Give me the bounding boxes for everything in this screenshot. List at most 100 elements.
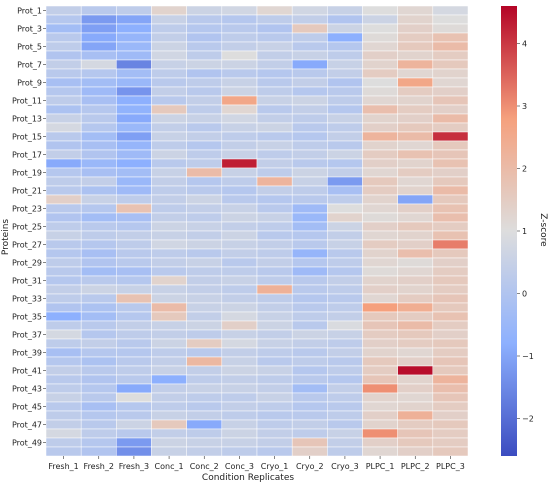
heatmap-cell bbox=[327, 446, 363, 457]
heatmap-cell bbox=[291, 329, 328, 340]
heatmap-cell bbox=[291, 338, 328, 349]
heatmap-cell bbox=[45, 392, 82, 403]
heatmap-cell bbox=[432, 446, 469, 457]
heatmap-cell bbox=[116, 248, 152, 259]
heatmap-cell bbox=[45, 194, 82, 205]
column-tick-label: Cryo_3 bbox=[331, 462, 359, 471]
heatmap-cell bbox=[291, 365, 328, 376]
heatmap-cell bbox=[45, 131, 82, 142]
heatmap-cell bbox=[80, 167, 117, 178]
column-tick-label: Conc_3 bbox=[225, 462, 254, 471]
heatmap-cell bbox=[327, 329, 363, 340]
heatmap-cell bbox=[256, 356, 293, 367]
heatmap-cell bbox=[151, 5, 187, 16]
heatmap-cell bbox=[397, 59, 434, 70]
heatmap-cell bbox=[116, 122, 152, 133]
heatmap-cell bbox=[327, 437, 363, 448]
heatmap-cell bbox=[151, 266, 187, 277]
heatmap-cell bbox=[151, 374, 187, 385]
heatmap-cell bbox=[45, 95, 82, 106]
heatmap-cell bbox=[80, 50, 117, 61]
heatmap-cell bbox=[116, 113, 152, 124]
heatmap-cell bbox=[256, 50, 293, 61]
heatmap-cell bbox=[432, 212, 469, 223]
heatmap-cell bbox=[362, 167, 398, 178]
heatmap-cell bbox=[186, 347, 223, 358]
column-tick-label: Fresh_1 bbox=[48, 462, 78, 471]
heatmap-cell bbox=[256, 158, 293, 169]
heatmap-cell bbox=[327, 59, 363, 70]
heatmap-cell bbox=[151, 401, 187, 412]
heatmap-cell bbox=[45, 5, 82, 16]
heatmap-cell bbox=[186, 176, 223, 187]
heatmap-cell bbox=[151, 149, 187, 160]
heatmap-cell bbox=[432, 293, 469, 304]
heatmap-cell bbox=[45, 311, 82, 322]
heatmap-cell bbox=[45, 41, 82, 52]
heatmap-cell bbox=[80, 329, 117, 340]
colorbar-tick-label: 2 bbox=[522, 165, 527, 174]
heatmap-cell bbox=[45, 140, 82, 151]
heatmap-cell bbox=[116, 284, 152, 295]
heatmap-cell bbox=[291, 437, 328, 448]
heatmap-cell bbox=[116, 302, 152, 313]
colorbar-label: Z-score bbox=[538, 213, 548, 247]
heatmap-cell bbox=[45, 347, 82, 358]
heatmap-cell bbox=[362, 230, 398, 241]
heatmap-cell bbox=[256, 32, 293, 43]
heatmap-cell bbox=[116, 185, 152, 196]
heatmap-cell bbox=[151, 23, 187, 34]
heatmap-cell bbox=[291, 59, 328, 70]
heatmap-cell bbox=[116, 446, 152, 457]
heatmap-cell bbox=[432, 410, 469, 421]
heatmap-cell bbox=[116, 419, 152, 430]
row-tick-label: Prot_19 bbox=[12, 169, 42, 178]
heatmap-cell bbox=[397, 158, 434, 169]
heatmap-cell bbox=[397, 149, 434, 160]
heatmap-cell bbox=[80, 158, 117, 169]
heatmap-cell bbox=[256, 194, 293, 205]
heatmap-cell bbox=[151, 230, 187, 241]
heatmap-cell bbox=[116, 149, 152, 160]
row-tick-label: Prot_23 bbox=[12, 205, 42, 214]
heatmap-cell bbox=[291, 410, 328, 421]
heatmap-cell bbox=[45, 59, 82, 70]
heatmap-cell bbox=[256, 293, 293, 304]
heatmap-cell bbox=[186, 104, 223, 115]
heatmap-cell bbox=[362, 383, 398, 394]
heatmap-cell bbox=[327, 230, 363, 241]
heatmap-cell bbox=[256, 365, 293, 376]
heatmap-cell bbox=[151, 122, 187, 133]
heatmap-cell bbox=[116, 356, 152, 367]
heatmap-cell bbox=[327, 428, 363, 439]
heatmap-cell bbox=[116, 293, 152, 304]
heatmap-cell bbox=[256, 248, 293, 259]
heatmap-cell bbox=[221, 86, 258, 97]
heatmap-cell bbox=[397, 104, 434, 115]
heatmap-cell bbox=[186, 392, 223, 403]
heatmap-cell bbox=[256, 401, 293, 412]
heatmap-cell bbox=[397, 257, 434, 268]
heatmap-cell bbox=[327, 122, 363, 133]
heatmap-cell bbox=[291, 68, 328, 79]
heatmap-cell bbox=[116, 257, 152, 268]
heatmap-cell bbox=[256, 320, 293, 331]
heatmap-cell bbox=[397, 401, 434, 412]
heatmap-cell bbox=[80, 68, 117, 79]
heatmap-cell bbox=[80, 311, 117, 322]
heatmap-cell bbox=[45, 68, 82, 79]
heatmap-cell bbox=[327, 356, 363, 367]
heatmap-cell bbox=[80, 140, 117, 151]
heatmap-cell bbox=[221, 59, 258, 70]
heatmap-cell bbox=[291, 392, 328, 403]
heatmap-cell bbox=[291, 302, 328, 313]
heatmap-cell bbox=[432, 248, 469, 259]
heatmap-cell bbox=[397, 374, 434, 385]
heatmap-cell bbox=[186, 428, 223, 439]
heatmap-cell bbox=[327, 248, 363, 259]
heatmap-cell bbox=[327, 284, 363, 295]
heatmap-cell bbox=[186, 365, 223, 376]
heatmap-cell bbox=[256, 221, 293, 232]
heatmap-cell bbox=[116, 50, 152, 61]
heatmap-cell bbox=[397, 113, 434, 124]
